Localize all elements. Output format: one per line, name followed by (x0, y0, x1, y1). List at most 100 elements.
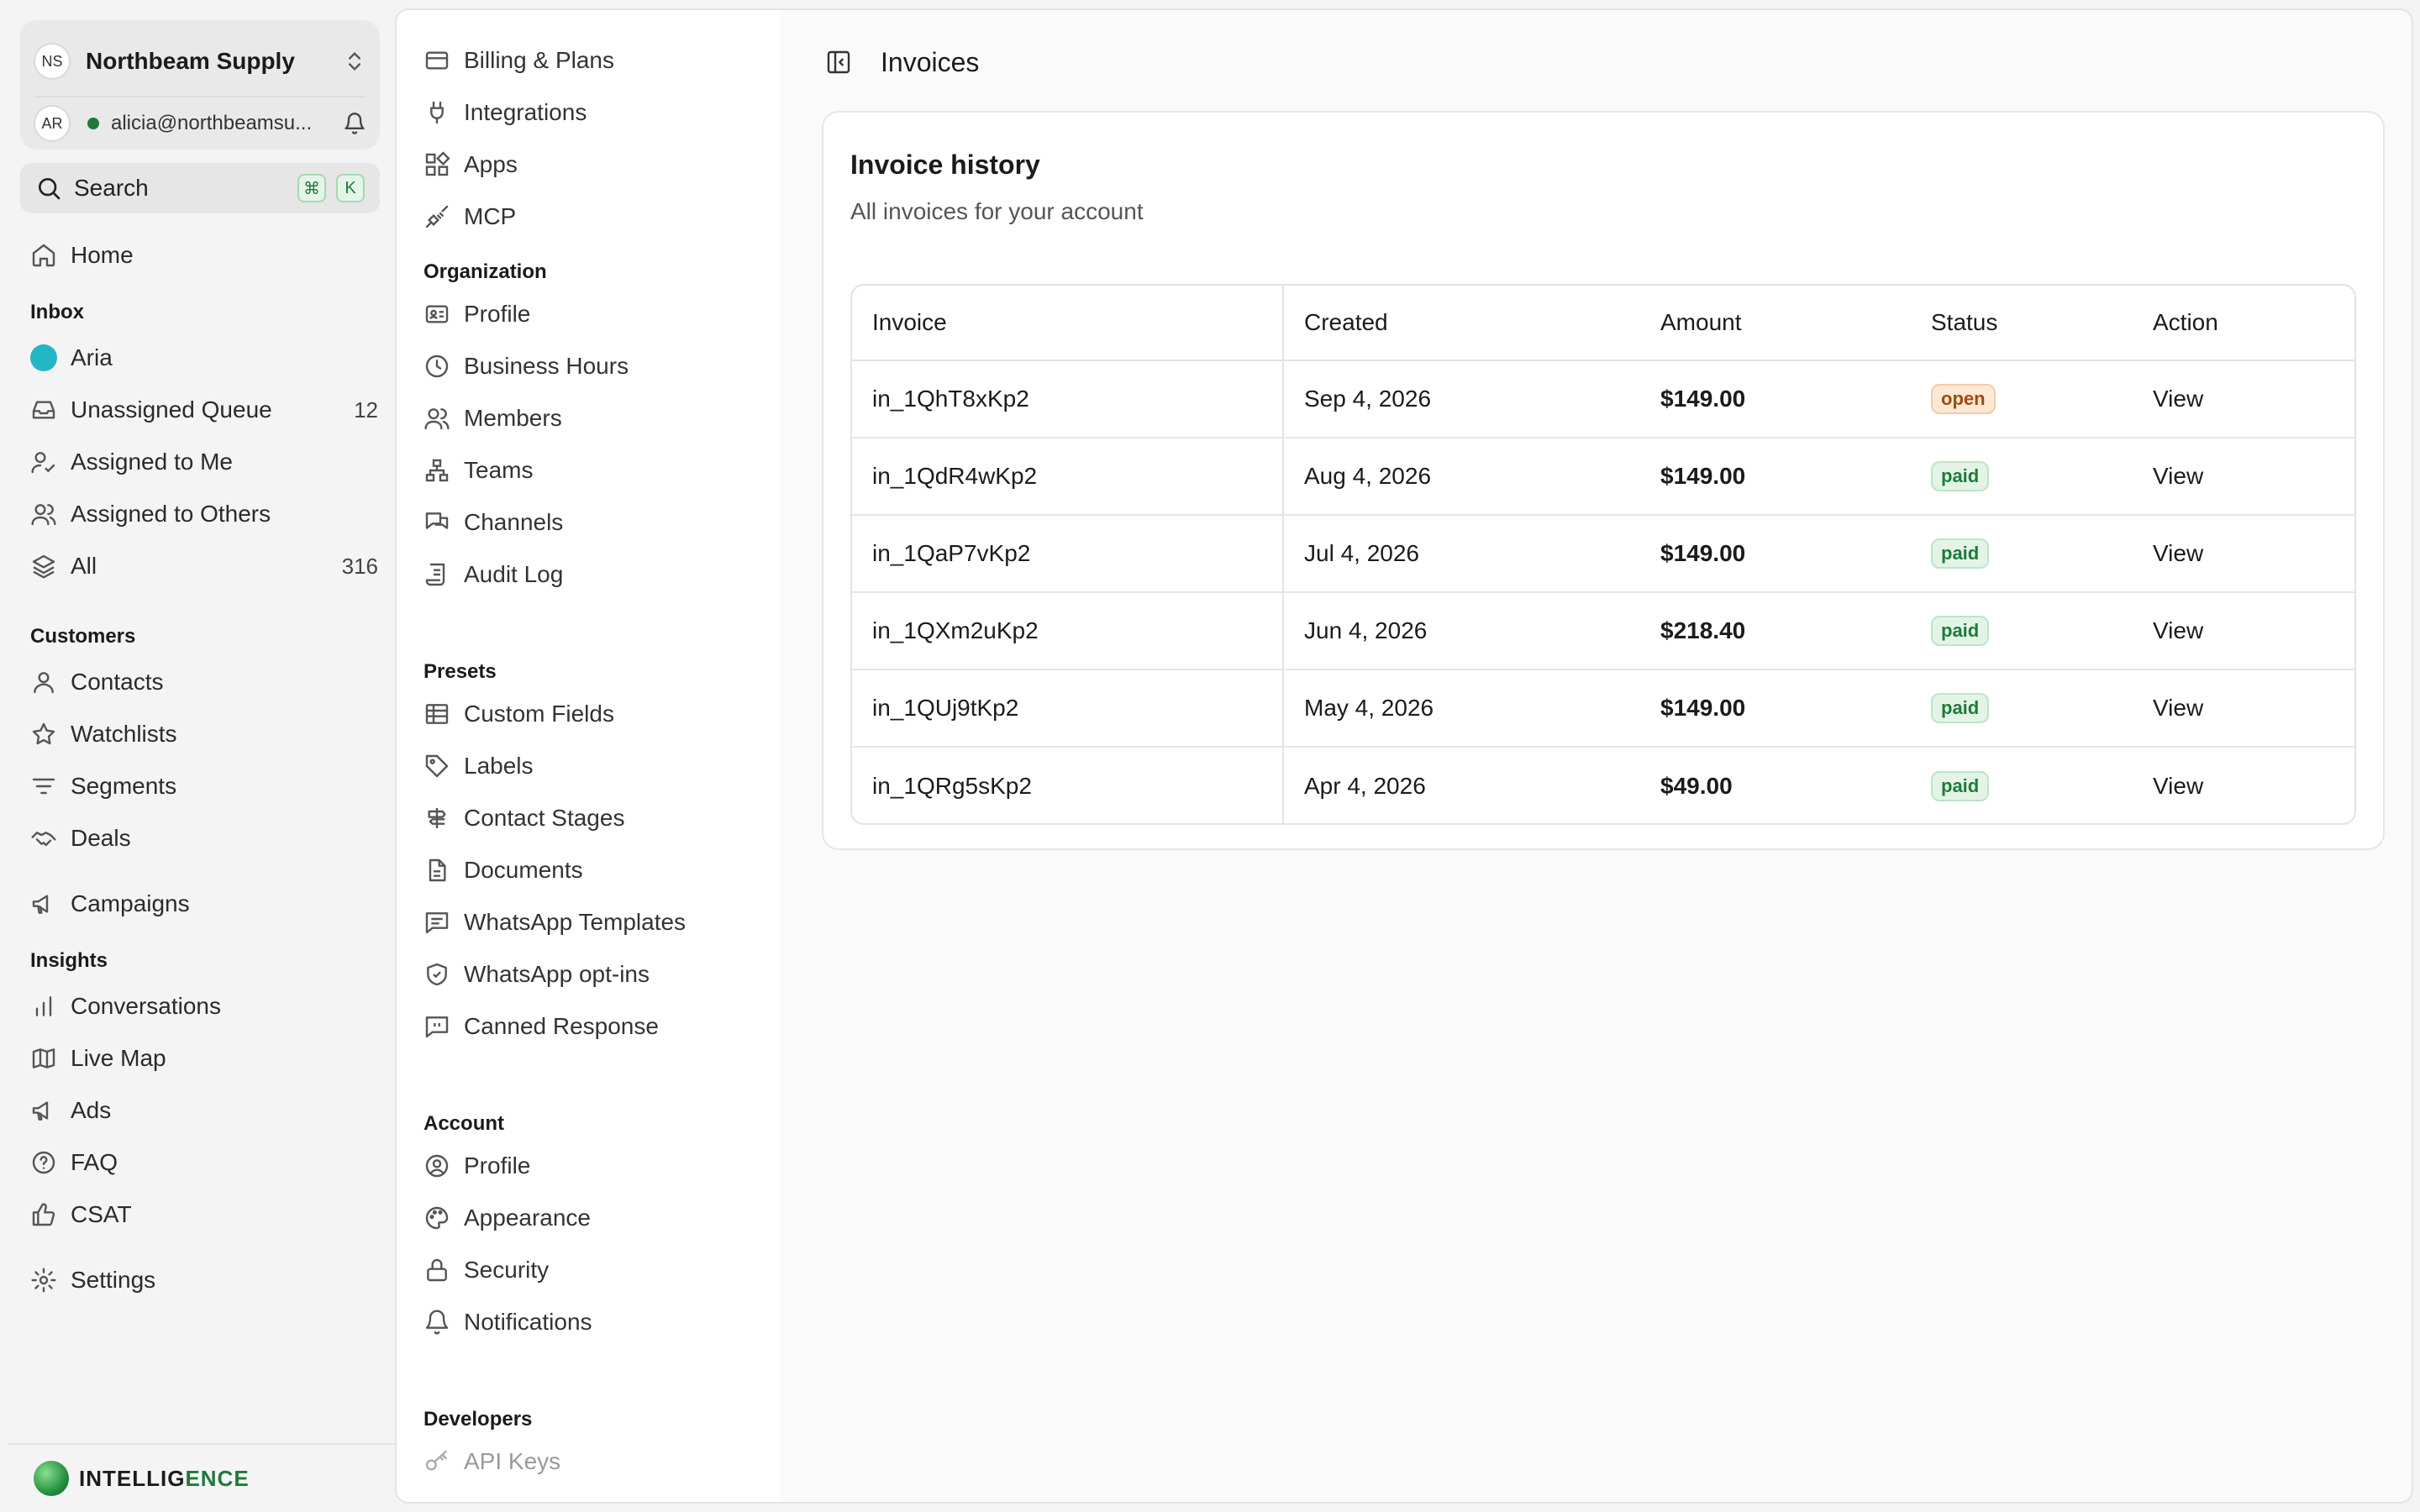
settings-integrations[interactable]: Integrations (424, 92, 766, 133)
star-icon (32, 722, 55, 745)
user-avatar: AR (34, 105, 71, 142)
section-account: Account (424, 1112, 504, 1135)
settings-documents[interactable]: Documents (424, 850, 766, 890)
view-invoice-link[interactable]: View (2153, 695, 2204, 721)
table-row: in_1QaP7vKp2 Jul 4, 2026 $149.00 paid Vi… (852, 516, 2354, 593)
nav-conversations[interactable]: Conversations (30, 986, 378, 1026)
settings-security[interactable]: Security (424, 1250, 766, 1290)
nav-aria-label: Aria (71, 344, 113, 370)
nav-csat[interactable]: CSAT (30, 1194, 378, 1235)
online-status-dot (87, 118, 99, 129)
nav-aria[interactable]: Aria (30, 338, 378, 378)
search-button[interactable]: Search ⌘ K (20, 163, 380, 213)
view-invoice-link[interactable]: View (2153, 386, 2204, 412)
bell-icon (425, 1310, 449, 1335)
settings-appearance[interactable]: Appearance (424, 1198, 766, 1238)
user-row[interactable]: AR alicia@northbeamsu... (34, 102, 366, 144)
invoice-amount: $218.40 (1660, 617, 1746, 643)
status-badge: paid (1931, 771, 1990, 801)
table-icon (425, 704, 449, 724)
settings-contact-stages[interactable]: Contact Stages (424, 798, 766, 838)
view-invoice-link[interactable]: View (2153, 463, 2204, 489)
nav-live-map[interactable]: Live Map (30, 1038, 378, 1079)
invoice-amount: $149.00 (1660, 463, 1746, 489)
bell-icon[interactable] (343, 112, 366, 135)
help-circle-icon (32, 1151, 55, 1174)
table-row: in_1QUj9tKp2 May 4, 2026 $149.00 paid Vi… (852, 670, 2354, 748)
settings-whatsapp-optins[interactable]: WhatsApp opt-ins (424, 954, 766, 995)
settings-whatsapp-templates[interactable]: WhatsApp Templates (424, 902, 766, 942)
view-invoice-link[interactable]: View (2153, 617, 2204, 643)
workspace-switcher[interactable]: NS Northbeam Supply (34, 32, 366, 91)
status-cell: open (1931, 361, 1996, 437)
settings-canned-response[interactable]: Canned Response (424, 1006, 766, 1047)
nav-assigned-to-others[interactable]: Assigned to Others (30, 494, 378, 534)
nav-settings[interactable]: Settings (30, 1260, 378, 1300)
settings-labels[interactable]: Labels (424, 746, 766, 786)
nav-unassigned-queue[interactable]: Unassigned Queue 12 (30, 390, 378, 430)
invoice-id: in_1QaP7vKp2 (872, 540, 1031, 566)
status-cell: paid (1931, 438, 1990, 514)
settings-teams[interactable]: Teams (424, 450, 766, 491)
settings-custom-fields[interactable]: Custom Fields (424, 694, 766, 734)
view-invoice-link[interactable]: View (2153, 540, 2204, 566)
status-badge: paid (1931, 538, 1990, 569)
table-row: in_1QhT8xKp2 Sep 4, 2026 $149.00 open Vi… (852, 361, 2354, 438)
settings-menu: Billing & Plans Integrations Apps MCP Or… (395, 8, 781, 1504)
settings-apps[interactable]: Apps (424, 144, 766, 185)
nav-contacts[interactable]: Contacts (30, 662, 378, 702)
settings-documents-label: Documents (464, 857, 583, 883)
search-label: Search (74, 175, 149, 201)
main-content: Invoices Invoice history All invoices fo… (780, 8, 2413, 1504)
nav-conversations-label: Conversations (71, 993, 221, 1019)
apps-grid-icon (425, 151, 450, 176)
invoice-amount: $49.00 (1660, 773, 1733, 799)
lock-icon (427, 1258, 447, 1282)
nav-assigned-me-label: Assigned to Me (71, 449, 233, 475)
plug-icon (430, 101, 444, 124)
nav-faq[interactable]: FAQ (30, 1142, 378, 1183)
nav-all[interactable]: All 316 (30, 546, 378, 586)
settings-appearance-label: Appearance (464, 1205, 592, 1231)
section-insights: Insights (30, 949, 108, 972)
nav-segments[interactable]: Segments (30, 766, 378, 806)
aria-avatar (30, 344, 57, 371)
nav-deals[interactable]: Deals (30, 818, 378, 858)
nav-watchlists[interactable]: Watchlists (30, 714, 378, 754)
view-invoice-link[interactable]: View (2153, 773, 2204, 799)
nav-ads[interactable]: Ads (30, 1090, 378, 1131)
palette-icon (425, 1206, 449, 1230)
section-organization: Organization (424, 260, 547, 283)
settings-org-profile-label: Profile (464, 301, 531, 327)
kbd-k: K (336, 174, 365, 202)
action-cell: View (2153, 516, 2203, 591)
settings-billing[interactable]: Billing & Plans (424, 40, 766, 81)
settings-notifications[interactable]: Notifications (424, 1302, 766, 1342)
settings-org-profile[interactable]: Profile (424, 294, 766, 334)
user-email: alicia@northbeamsu... (111, 112, 313, 134)
nav-campaigns[interactable]: Campaigns (30, 884, 378, 924)
status-cell: paid (1931, 516, 1990, 591)
nav-assigned-to-me[interactable]: Assigned to Me (30, 442, 378, 482)
inbox-icon (32, 401, 55, 419)
settings-account-profile[interactable]: Profile (424, 1146, 766, 1186)
users-icon (31, 504, 56, 526)
unassigned-count: 12 (354, 396, 378, 423)
sidebar-toggle-icon[interactable] (825, 49, 852, 76)
all-count: 316 (341, 553, 378, 579)
settings-channels[interactable]: Channels (424, 502, 766, 543)
col-created: Created (1304, 309, 1388, 335)
nav-home[interactable]: Home (30, 235, 378, 276)
settings-members-label: Members (464, 405, 562, 431)
settings-business-hours[interactable]: Business Hours (424, 346, 766, 386)
settings-members[interactable]: Members (424, 398, 766, 438)
settings-api-keys[interactable]: API Keys (424, 1441, 766, 1482)
settings-audit-log[interactable]: Audit Log (424, 554, 766, 595)
shield-check-icon (427, 963, 447, 986)
status-badge: paid (1931, 616, 1990, 646)
settings-mcp[interactable]: MCP (424, 197, 766, 237)
tag-icon (425, 754, 449, 778)
signpost-icon (428, 808, 446, 828)
credit-card-icon (425, 51, 449, 70)
workspace-card: NS Northbeam Supply AR alicia@northbeams… (20, 20, 380, 150)
